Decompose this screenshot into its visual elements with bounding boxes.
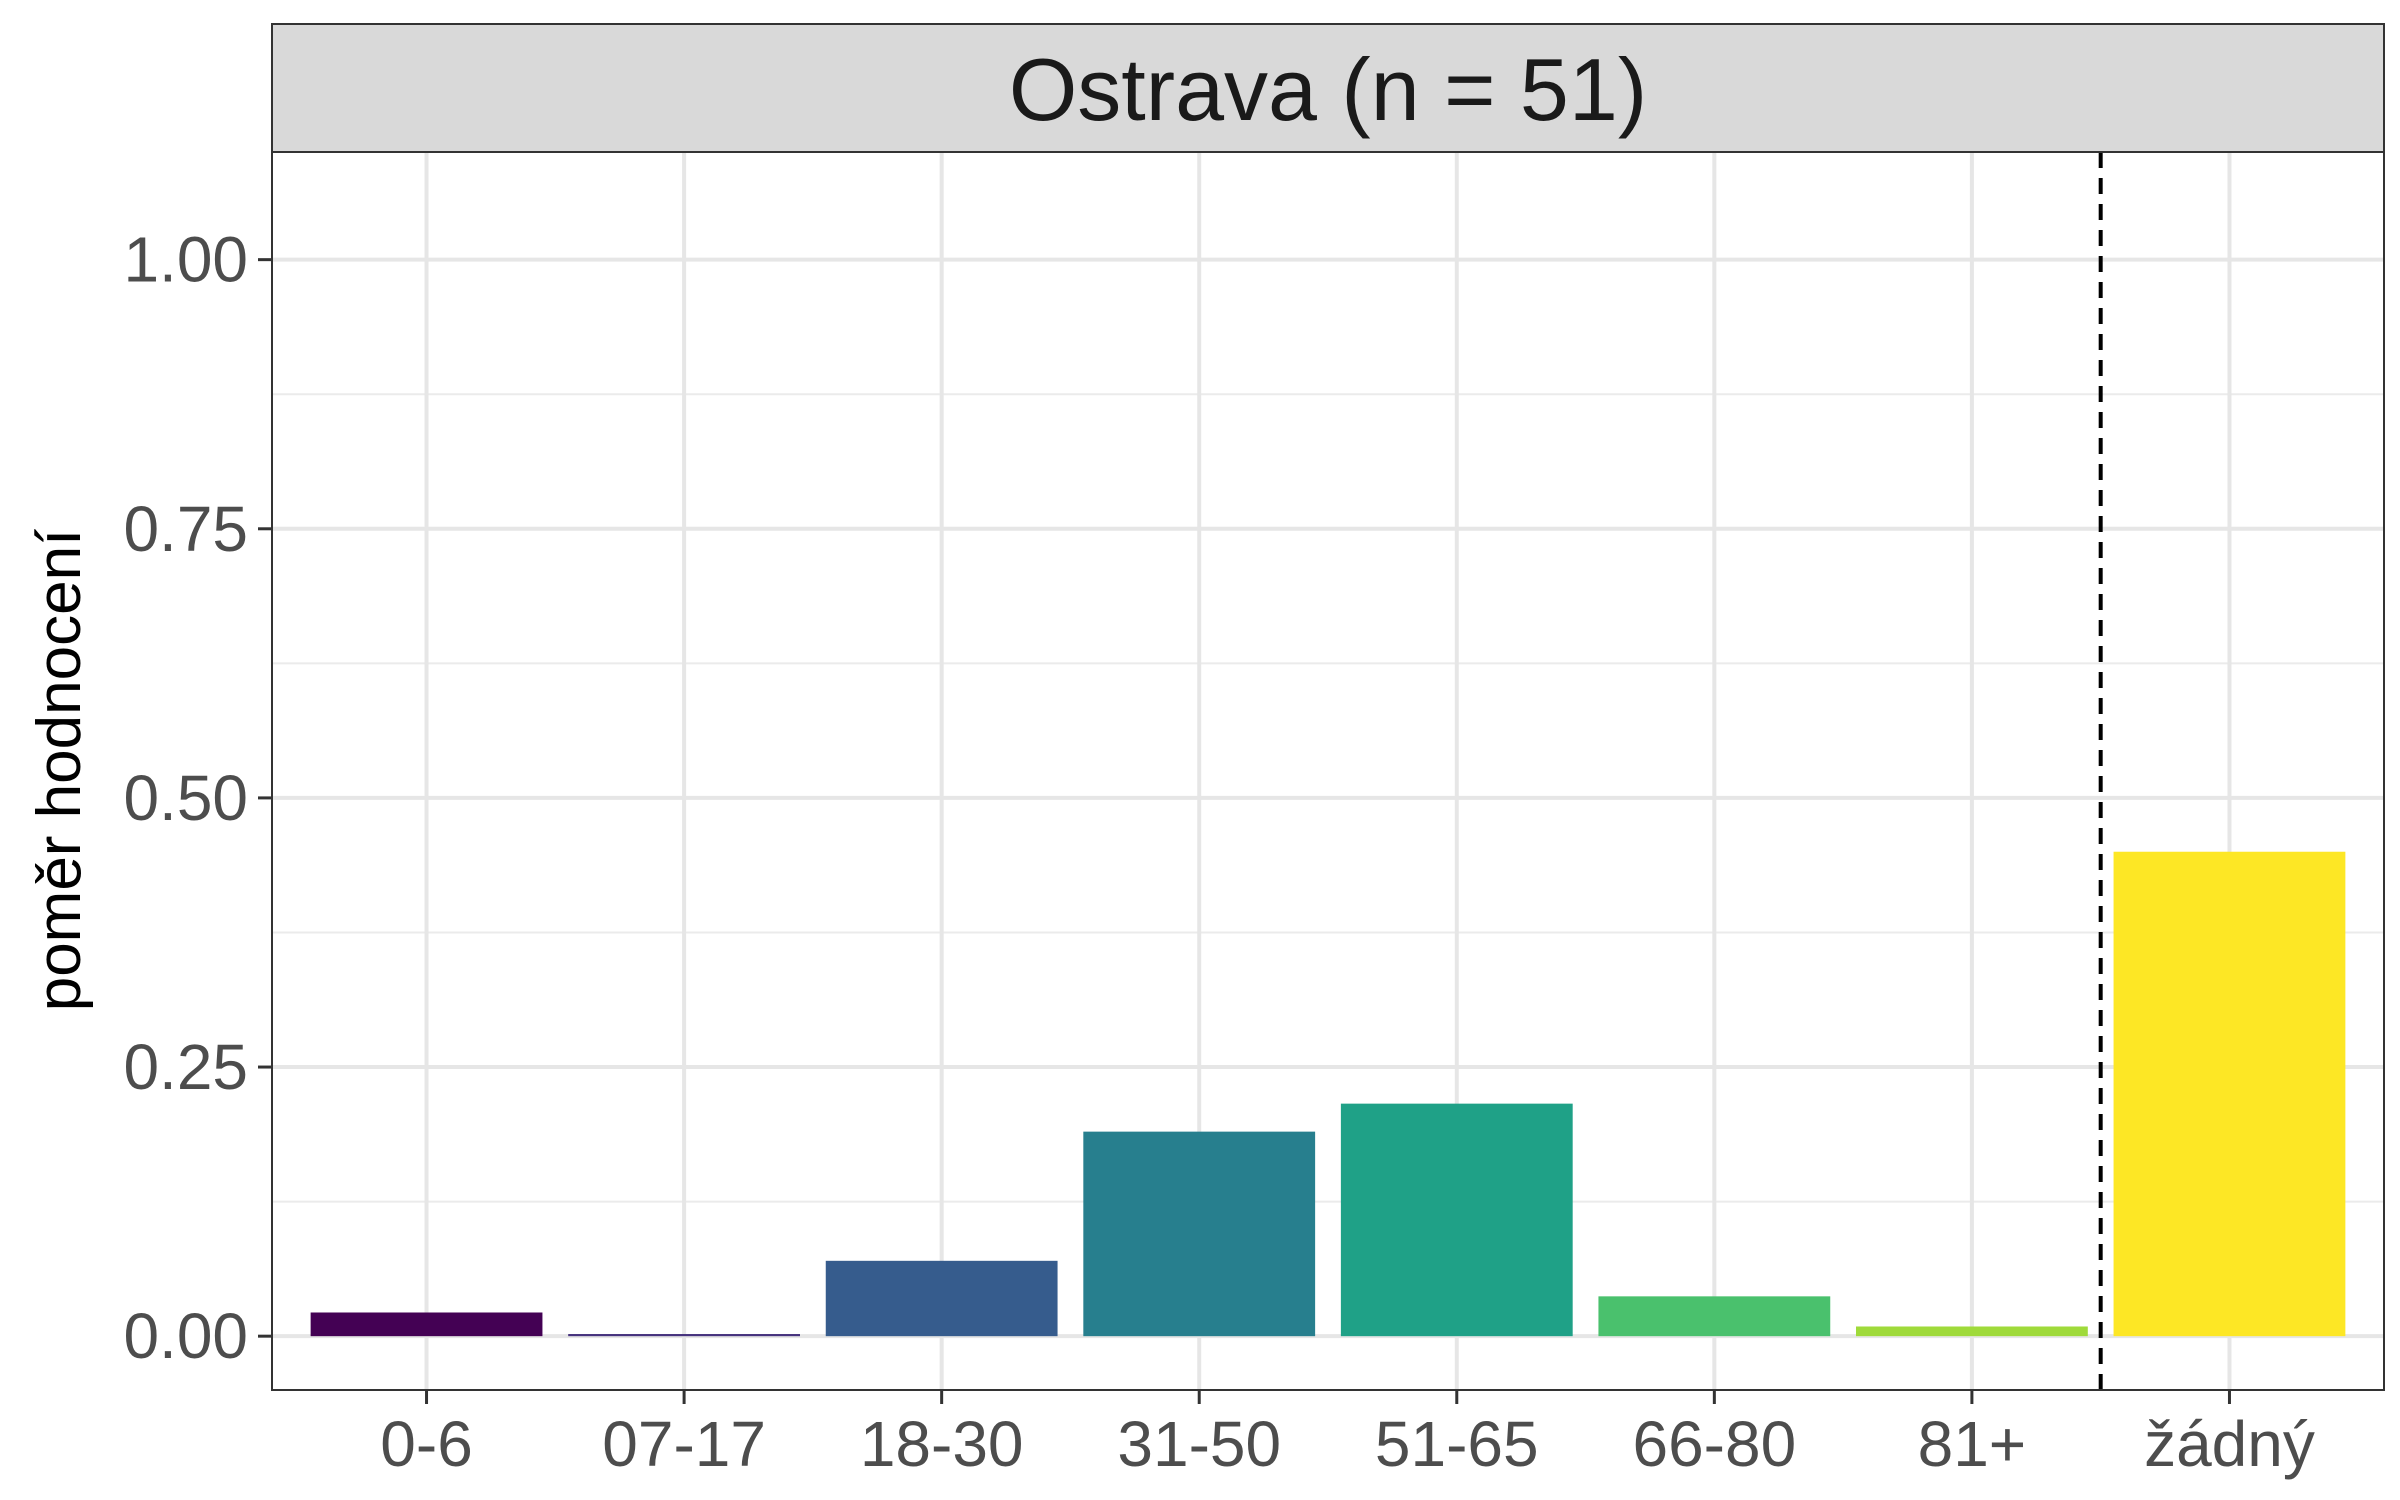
x-tick-label: 51-65	[1375, 1408, 1539, 1480]
strip-background	[271, 23, 2385, 153]
y-tick-label: 0.75	[123, 493, 248, 565]
y-axis-title: poměr hodnocení	[25, 529, 94, 1012]
bar-žádný	[2113, 851, 2346, 1337]
bar-18-30	[825, 1260, 1058, 1337]
x-tick-label: 07-17	[602, 1408, 766, 1480]
y-axis: 0.00 0.25 0.50 0.75 1.00	[123, 224, 272, 1372]
x-tick-label: 0-6	[380, 1408, 473, 1480]
grid-major	[272, 152, 2384, 1390]
bar-31-50	[1083, 1131, 1316, 1337]
bars	[310, 851, 2346, 1337]
bar-07-17	[568, 1334, 800, 1337]
panel-border	[271, 151, 2385, 1391]
chart-title: Ostrava (n = 51)	[1009, 40, 1647, 139]
y-tick-label: 0.25	[123, 1031, 248, 1103]
x-tick-label: 31-50	[1117, 1408, 1281, 1480]
y-tick-label: 1.00	[123, 224, 248, 296]
x-tick-label: 18-30	[860, 1408, 1024, 1480]
x-tick-label: 81+	[1918, 1408, 2027, 1480]
grid-minor	[272, 393, 2384, 1203]
x-axis: 0-6 07-17 18-30 31-50 51-65 66-80 81+ žádný	[380, 1390, 2315, 1480]
bar-66-80	[1598, 1296, 1831, 1337]
bar-81+	[1856, 1326, 2088, 1337]
x-tick-label: 66-80	[1632, 1408, 1796, 1480]
plot-panel	[272, 152, 2384, 1390]
bar-51-65	[1340, 1103, 1573, 1337]
y-tick-label: 0.50	[123, 762, 248, 834]
y-tick-label: 0.00	[123, 1300, 248, 1372]
bar-0-6	[310, 1312, 543, 1337]
x-tick-label: žádný	[2144, 1408, 2315, 1480]
